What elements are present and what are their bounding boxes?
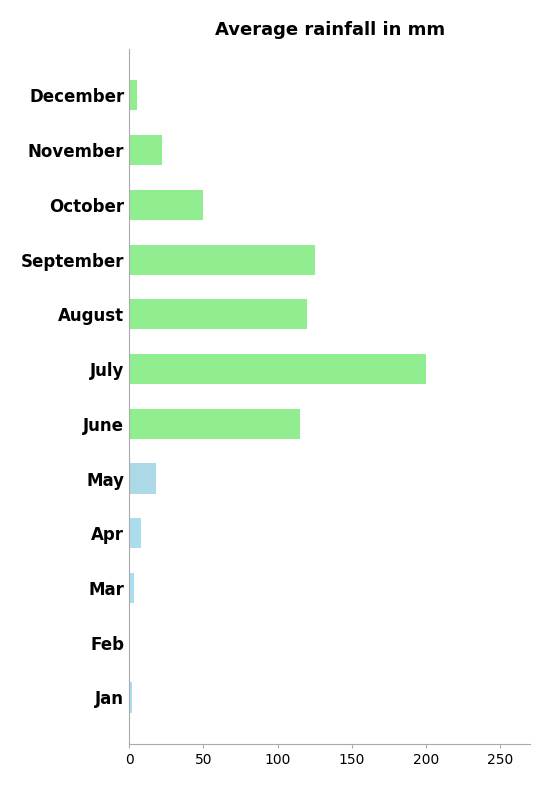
Bar bbox=[129, 80, 137, 110]
Bar bbox=[129, 463, 156, 493]
Title: Average rainfall in mm: Average rainfall in mm bbox=[215, 20, 445, 39]
Bar bbox=[129, 135, 162, 165]
Bar bbox=[129, 519, 141, 548]
Bar bbox=[129, 190, 203, 220]
Bar bbox=[129, 682, 132, 712]
Bar bbox=[129, 409, 300, 439]
Bar bbox=[129, 573, 134, 603]
Bar bbox=[129, 244, 315, 275]
Bar bbox=[129, 299, 307, 329]
Bar bbox=[129, 354, 426, 384]
